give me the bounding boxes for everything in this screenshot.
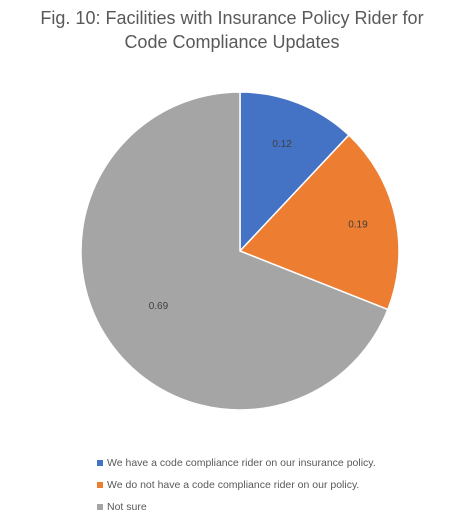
- legend-label-no-rider: We do not have a code compliance rider o…: [107, 479, 360, 491]
- pie-slice-no-rider: [238, 134, 400, 311]
- data-label-no-rider: 0.19: [348, 219, 368, 230]
- chart-title: Fig. 10: Facilities with Insurance Polic…: [0, 6, 464, 54]
- chart-title-line-2: Code Compliance Updates: [124, 32, 340, 52]
- legend-swatch-not-sure: [97, 504, 103, 510]
- legend: We have a code compliance rider on our i…: [97, 452, 457, 518]
- legend-item-no-rider: We do not have a code compliance rider o…: [97, 474, 457, 496]
- pie-slice-not-sure: [80, 91, 389, 411]
- legend-swatch-have-rider: [97, 460, 103, 466]
- data-label-have-rider: 0.12: [272, 139, 292, 150]
- legend-item-have-rider: We have a code compliance rider on our i…: [97, 452, 457, 474]
- chart-title-line-1: Fig. 10: Facilities with Insurance Polic…: [40, 8, 424, 28]
- data-label-not-sure: 0.69: [149, 301, 169, 312]
- pie-slice-have-rider: [239, 91, 350, 253]
- legend-label-not-sure: Not sure: [107, 501, 147, 513]
- legend-label-have-rider: We have a code compliance rider on our i…: [107, 457, 376, 469]
- legend-swatch-no-rider: [97, 482, 103, 488]
- legend-item-not-sure: Not sure: [97, 496, 457, 518]
